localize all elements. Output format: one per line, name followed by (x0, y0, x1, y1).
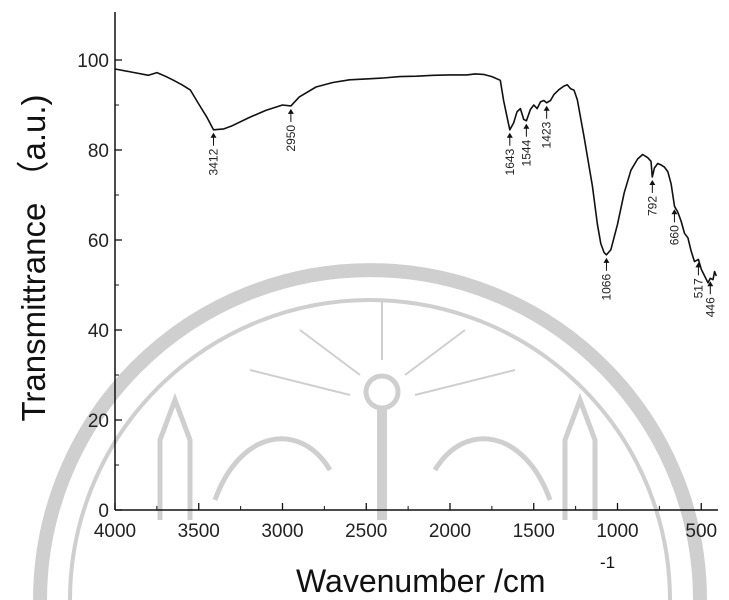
x-tick-label: 2500 (345, 521, 387, 542)
x-tick-label: 3000 (261, 521, 303, 542)
peak-label-1423: 1423 (540, 121, 554, 148)
x-ticks: 4000 3500 3000 2500 2000 1500 1000 500 (94, 503, 717, 542)
y-ticks: 0 20 40 60 80 100 (77, 51, 122, 522)
x-tick-label: 1500 (513, 521, 555, 542)
peak-label-2950: 2950 (284, 125, 298, 152)
peak-label-1066: 1066 (599, 274, 613, 301)
x-tick-label: 1000 (596, 521, 638, 542)
spectrum-line (114, 68, 718, 284)
y-tick-label: 40 (88, 321, 109, 342)
peak-arrowhead-1544 (523, 123, 530, 129)
peak-arrowhead-446 (707, 281, 714, 287)
x-axis-title: Wavenumber /cm (296, 563, 546, 599)
peak-label-660: 660 (667, 225, 681, 245)
peak-arrowhead-1066 (603, 257, 610, 263)
x-tick-label: 3500 (178, 521, 220, 542)
x-tick-label: 4000 (94, 521, 136, 542)
peak-label-517: 517 (691, 278, 705, 298)
x-tick-label: 500 (685, 521, 717, 542)
peak-label-446: 446 (703, 297, 717, 317)
peak-arrowhead-3412 (210, 132, 217, 138)
peak-arrowhead-792 (649, 180, 656, 185)
peak-arrowhead-660 (671, 209, 678, 215)
peak-arrowhead-517 (695, 262, 702, 268)
university-seal-watermark (33, 263, 707, 600)
y-axis-title: Transmittrance （a.u.) (15, 94, 52, 421)
plot-axes (114, 12, 718, 511)
y-tick-label: 60 (88, 231, 109, 252)
y-tick-label: 80 (88, 141, 109, 162)
peak-label-1643: 1643 (503, 148, 517, 175)
y-tick-label: 0 (98, 501, 109, 522)
y-tick-label: 20 (88, 411, 109, 432)
x-axis-title-superscript: -1 (600, 553, 615, 572)
peak-arrowhead-2950 (287, 108, 294, 114)
peak-label-1544: 1544 (519, 139, 533, 166)
x-tick-label: 2000 (429, 521, 471, 542)
peak-arrowhead-1643 (506, 132, 513, 138)
peak-label-792: 792 (645, 196, 659, 216)
y-tick-label: 100 (77, 51, 109, 72)
peak-label-3412: 3412 (206, 148, 220, 175)
peak-arrowhead-1423 (543, 105, 550, 111)
